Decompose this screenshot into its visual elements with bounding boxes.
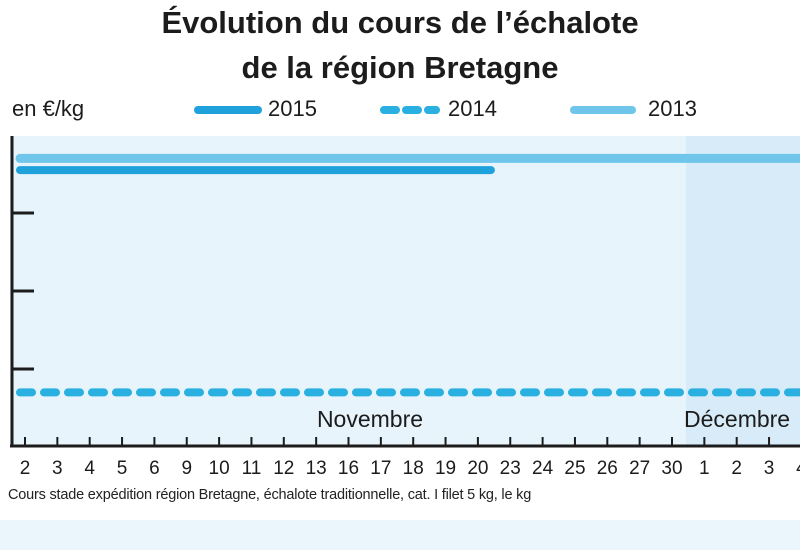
x-tick-label: 12	[273, 458, 294, 479]
x-tick-label: 23	[500, 458, 521, 479]
month-label-decembre: Décembre	[684, 406, 790, 432]
x-tick-label: 3	[764, 458, 775, 479]
x-tick-label: 4	[796, 458, 800, 479]
x-tick-label: 1	[699, 458, 710, 479]
chart-title: Évolution du cours de l’échalote	[161, 5, 639, 40]
x-tick-label: 27	[629, 458, 650, 479]
x-tick-label: 3	[52, 458, 63, 479]
x-tick-label: 25	[564, 458, 585, 479]
y-axis-unit-label: en €/kg	[12, 96, 85, 121]
x-tick-label: 2	[731, 458, 742, 479]
legend-label-2013: 2013	[648, 96, 697, 121]
chart-subtitle: de la région Bretagne	[241, 50, 559, 85]
plot-background-decembre	[686, 136, 800, 445]
x-tick-label: 26	[597, 458, 618, 479]
x-tick-label: 6	[149, 458, 160, 479]
x-tick-label: 20	[467, 458, 488, 479]
x-tick-label: 13	[306, 458, 327, 479]
x-tick-label: 16	[338, 458, 359, 479]
x-tick-label: 4	[84, 458, 95, 479]
month-label-novembre: Novembre	[317, 406, 423, 432]
x-tick-label: 30	[661, 458, 682, 479]
legend-label-2014: 2014	[448, 96, 497, 121]
x-tick-label: 17	[370, 458, 391, 479]
x-tick-label: 19	[435, 458, 456, 479]
x-tick-label: 18	[403, 458, 424, 479]
x-tick-label: 5	[117, 458, 128, 479]
bottom-band	[0, 520, 800, 550]
x-tick-label: 24	[532, 458, 554, 479]
x-tick-label: 2	[20, 458, 31, 479]
x-tick-label: 10	[209, 458, 230, 479]
x-tick-label: 11	[242, 458, 262, 479]
plot-background-novembre	[10, 136, 686, 445]
legend-label-2015: 2015	[268, 96, 317, 121]
chart-footnote: Cours stade expédition région Bretagne, …	[8, 487, 532, 503]
x-tick-label: 9	[181, 458, 192, 479]
